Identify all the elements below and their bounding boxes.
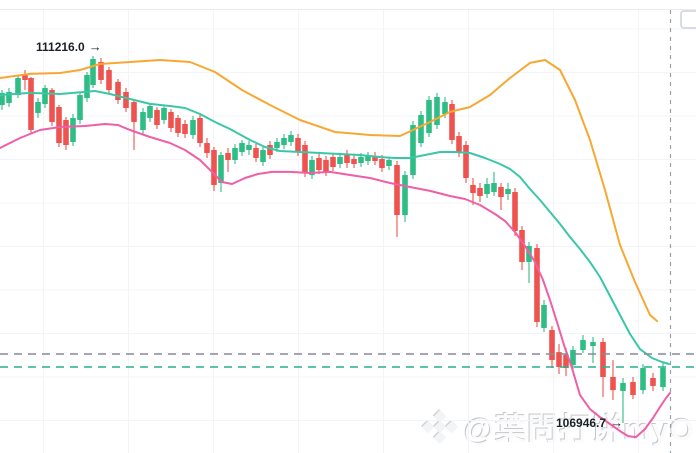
gridlines [0, 10, 696, 453]
candles [0, 55, 666, 424]
candle-up [246, 140, 252, 156]
candle-up [147, 102, 153, 122]
bollinger-middle-band [0, 90, 670, 365]
candle-down [253, 144, 259, 162]
candle-down [115, 79, 121, 104]
arrow-right-icon: → [610, 415, 624, 430]
candle-down [154, 106, 160, 129]
candle-up [434, 92, 440, 129]
candle-down [463, 140, 469, 183]
chart-top-border [0, 9, 696, 10]
candle-down [330, 153, 336, 172]
candle-down [512, 188, 518, 237]
candle-up [161, 104, 167, 124]
candle-up [541, 300, 547, 333]
candle-down [123, 87, 129, 112]
candle-down [225, 147, 231, 172]
candle-up [84, 71, 90, 102]
candle-down [267, 140, 273, 159]
candle-down [175, 114, 181, 137]
candle-up [42, 84, 48, 108]
candle-up [365, 152, 371, 165]
candle-up [484, 177, 490, 198]
candle-down [372, 152, 378, 165]
candle-up [590, 337, 596, 364]
candle-down [22, 69, 28, 91]
candle-up [288, 130, 294, 146]
candle-up [140, 107, 146, 134]
candle-up [260, 145, 266, 167]
candle-down [28, 76, 34, 134]
candle-up [190, 115, 196, 139]
candle-up [620, 378, 626, 424]
candle-down [534, 243, 540, 328]
candle-up [402, 171, 408, 222]
candle-down [549, 326, 555, 369]
candle-up [580, 335, 586, 354]
candle-down [316, 153, 322, 175]
candle-up [386, 156, 392, 170]
candle-down [63, 117, 69, 151]
candle-up [281, 133, 287, 149]
bollinger-upper-band [0, 59, 658, 322]
candle-up [426, 95, 432, 137]
candle-down [197, 114, 203, 148]
candle-down [182, 120, 188, 138]
candle-down [519, 226, 525, 271]
low-price-value: 106946.7 [556, 415, 607, 430]
candle-up [232, 144, 238, 164]
candle-down [470, 177, 476, 206]
candle-down [211, 147, 217, 191]
candle-down [498, 182, 504, 211]
candle-down [610, 360, 616, 401]
candle-up [337, 153, 343, 168]
candle-up [491, 171, 497, 197]
candle-up [660, 363, 666, 392]
binance-logo-icon [422, 409, 458, 444]
toolbar-fragment[interactable] [680, 10, 696, 29]
candle-up [35, 98, 41, 118]
candle-down [351, 155, 357, 168]
candle-up [309, 155, 315, 179]
candle-down [131, 98, 137, 151]
candle-down [630, 376, 636, 400]
candle-up [77, 91, 83, 124]
candle-up [505, 182, 511, 200]
candle-down [477, 182, 483, 203]
candle-down [449, 99, 455, 145]
candle-down [344, 150, 350, 168]
candle-up [640, 364, 646, 395]
candle-down [650, 373, 656, 392]
candle-down [394, 161, 400, 238]
candle-up [218, 152, 224, 192]
watermark-text: @葉問打饼myOne11 [464, 412, 696, 447]
bollinger-lower-band [0, 123, 671, 439]
candle-up [70, 114, 76, 146]
watermark: @葉問打饼myOne11 [422, 404, 696, 449]
candle-up [90, 55, 96, 88]
candle-down [204, 137, 210, 159]
candle-up [6, 87, 12, 107]
candle-up [0, 90, 5, 110]
arrow-right-icon: → [88, 39, 102, 54]
candle-down [106, 66, 112, 94]
candle-down [56, 104, 62, 148]
high-price-value: 111216.0 [36, 39, 85, 54]
candle-up [418, 110, 424, 148]
low-price-label: 106946.7 → [556, 415, 623, 430]
candle-up [239, 139, 245, 156]
candle-down [168, 108, 174, 132]
high-price-label: 111216.0 → [36, 39, 102, 54]
candle-down [98, 57, 104, 84]
candle-down [556, 344, 562, 374]
